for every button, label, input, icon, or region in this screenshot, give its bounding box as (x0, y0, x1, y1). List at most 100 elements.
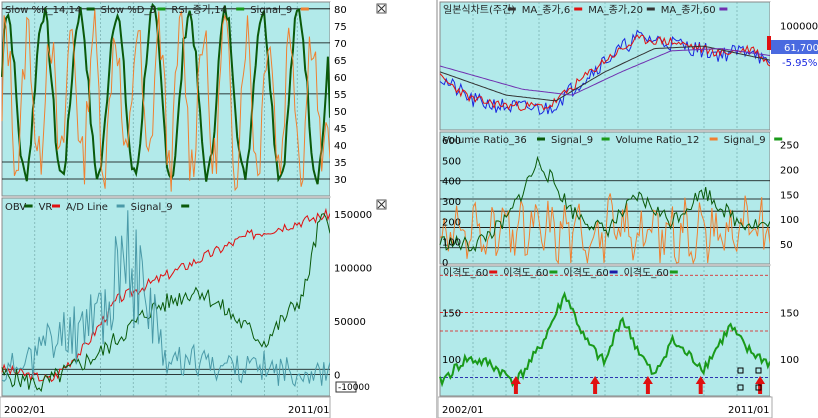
close-x-icon (377, 200, 386, 209)
volume-ratio-right-axis (770, 132, 818, 264)
legend-label: 이격도_60 (624, 266, 669, 279)
legend-label: Signal_9 (551, 135, 593, 146)
y-tick-label: 45 (334, 124, 347, 135)
y-tick-label: 40 (334, 141, 347, 152)
stochastic-close-button[interactable] (376, 3, 387, 14)
buy-signal-arrow-icon (695, 376, 706, 394)
current-price: 61,700 (784, 43, 818, 54)
left-x-axis: 2002/01 2011/01 (0, 396, 331, 418)
y-tick-label: 100 (442, 355, 461, 366)
stochastic-legend: Slow %K_14,14 Slow %D_3 RSI_종가,14 Signal_9 (5, 4, 309, 16)
legend-label: Volume Ratio_12 (616, 135, 700, 146)
obv-close-button[interactable] (376, 199, 387, 210)
right-x-start-label: 2002/01 (442, 405, 484, 416)
buy-signal-arrow-icon (590, 376, 601, 394)
y-tick-label: 30 (334, 175, 347, 186)
close-x-icon (377, 4, 386, 13)
legend-label: MA_종가,6 (522, 4, 570, 16)
y-tick-label: 75 (334, 22, 347, 33)
series-line-0 (439, 290, 771, 388)
right-tick-label: 250 (780, 140, 799, 151)
volume-ratio-panel: 0 100 200 300 400 500 600 50 100 150 200 250 Volum… (439, 131, 818, 269)
right-tick-label: 150 (780, 190, 799, 201)
price-marker (767, 36, 771, 50)
obv-series (1, 207, 331, 393)
disparity-reference-lines (440, 274, 770, 378)
price-y-axis (770, 2, 818, 130)
y-tick-label: 500 (442, 156, 461, 167)
y-tick-label: 60 (334, 73, 347, 84)
pane-splitter (388, 0, 438, 418)
series-line-1 (439, 155, 771, 253)
y-tick-label: 80 (334, 5, 347, 16)
y-tick-label: 0 (334, 371, 340, 382)
legend-label: A/D Line (66, 202, 108, 213)
disparity-series (439, 290, 771, 388)
legend-label: 일본식차트(주간) (443, 4, 515, 16)
obv-tick-labels: 0 50000 100000 150000 (334, 210, 372, 382)
legend-label: Signal_9 (250, 5, 292, 16)
buy-signal-arrow-icon (642, 376, 653, 394)
y-tick-label: 100000 (334, 264, 372, 275)
y-tick-label: 100000 (780, 21, 818, 32)
buy-signal-arrow-icon (510, 376, 521, 394)
legend-label: 이격도_60 (503, 266, 548, 279)
current-price-badge (771, 40, 818, 54)
right-tick-label: 150 (780, 308, 799, 319)
series-line-0 (439, 193, 771, 265)
series-line-1 (1, 9, 331, 192)
y-tick-label: 50 (334, 107, 347, 118)
legend-label: MA_종가,20 (588, 4, 643, 16)
volume-ratio-series (439, 155, 771, 265)
y-tick-label: 50000 (334, 317, 366, 328)
legend-label: Volume Ratio_36 (443, 135, 527, 146)
right-x-end-label: 2011/01 (728, 405, 770, 416)
y-tick-label: 150 (442, 308, 461, 319)
obv-extra-label: -10000 (338, 383, 370, 393)
series-line-2 (1, 210, 331, 387)
stochastic-tick-labels: 30 35 40 45 50 55 60 65 70 75 80 (334, 5, 347, 186)
series-line-1 (1, 213, 331, 393)
disparity-panel: 100 150 100 150 이격도_60 이격도_60 이격도_60 이격도_60 (439, 265, 818, 397)
obv-y-axis (330, 198, 376, 396)
disparity-right-tick-labels: 100 150 (780, 308, 799, 365)
y-tick-label: 150000 (334, 210, 372, 221)
legend-label: Slow %K_14,14 (5, 5, 81, 16)
right-tick-label: 100 (780, 215, 799, 226)
legend-label: RSI_종가,14 (171, 4, 227, 16)
price-tick-labels: 100000 (780, 21, 818, 32)
obv-panel: 0 50000 100000 150000 OBV VR A/D Line Signal_9… (1, 197, 387, 397)
y-tick-label: 70 (334, 39, 347, 50)
y-tick-label: 600 (442, 136, 461, 147)
stochastic-series (1, 2, 331, 192)
volume-ratio-legend: Volume Ratio_36 Signal_9 Volume Ratio_12 Si… (443, 135, 783, 146)
volume-ratio-right-tick-labels: 50 100 150 200 250 (780, 140, 799, 251)
legend-label: Slow %D_3 (101, 5, 156, 16)
price-legend: 일본식차트(주간) MA_종가,6 MA_종가,20 MA_종가,60 (443, 4, 728, 16)
disparity-legend: 이격도_60 이격도_60 이격도_60 이격도_60 (443, 266, 678, 279)
price-grid (472, 2, 738, 130)
right-tick-label: 100 (780, 355, 799, 366)
legend-label: MA_종가,60 (661, 4, 716, 16)
y-tick-label: 35 (334, 158, 347, 169)
y-tick-label: 65 (334, 56, 347, 67)
price-panel: 100000 일본식차트(주간) MA_종가,6 MA_종가,20 MA_종가,60 … (439, 1, 818, 131)
change-percent: -5.95% (782, 58, 817, 69)
legend-label: OBV (5, 202, 26, 213)
y-tick-label: 0 (442, 258, 448, 269)
stochastic-y-axis (330, 2, 376, 196)
legend-label: Signal_9 (724, 135, 766, 146)
y-tick-label: 200 (442, 217, 461, 228)
legend-label: VR (39, 202, 53, 213)
series-line-1 (439, 34, 771, 112)
series-line-3 (439, 48, 771, 96)
y-tick-label: 55 (334, 90, 347, 101)
disparity-right-axis (770, 266, 818, 396)
selection-handles[interactable] (737, 367, 762, 391)
price-series (439, 29, 771, 115)
disparity-tick-labels: 100 150 (442, 308, 461, 365)
right-tick-label: 200 (780, 165, 799, 176)
obv-value-badge (335, 381, 357, 393)
